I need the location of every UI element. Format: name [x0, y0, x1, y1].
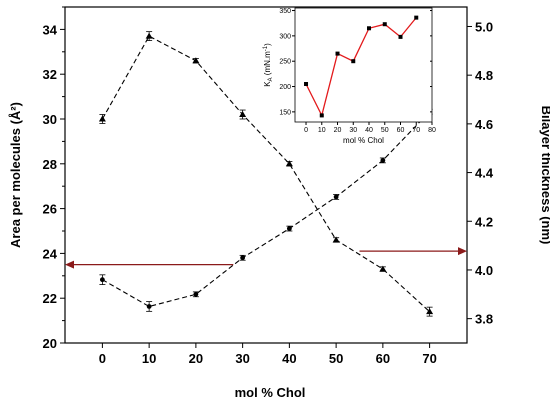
- marker-circle: [286, 226, 292, 231]
- inset-x-tick-label: 60: [397, 127, 405, 134]
- inset-marker-square: [382, 22, 387, 27]
- inset-y-tick-label: 350: [279, 8, 291, 15]
- marker-triangle: [379, 265, 387, 272]
- marker-circle: [333, 194, 339, 200]
- marker-circle: [193, 291, 199, 297]
- x-axis-title: mol % Chol: [235, 385, 306, 400]
- inset-x-tick-label: 10: [318, 127, 326, 134]
- y2-tick-label: 3.8: [475, 312, 493, 327]
- inset-y-tick-label: 250: [279, 59, 291, 66]
- marker-circle: [99, 277, 105, 283]
- inset-y-axis-title-part: K: [263, 81, 272, 87]
- main-plot: 0 10 20 30 40 50 60 70 20 22 24 26 28 30 32 34 3.8 4.0 4.2…: [8, 6, 550, 400]
- marker-triangle: [192, 57, 200, 64]
- y2-tick-label: 4.8: [475, 68, 493, 83]
- inset-x-tick-label: 40: [365, 127, 373, 134]
- inset-y-tick-label: 300: [279, 33, 291, 40]
- inset-marker-square: [367, 26, 372, 31]
- inset-y-tick-label: 200: [279, 84, 291, 91]
- y-tick-label: 26: [43, 202, 57, 217]
- marker-triangle: [98, 115, 106, 122]
- y2-tick-label: 4.2: [475, 214, 493, 229]
- inset-x-tick-label: 70: [412, 127, 420, 134]
- inset-marker-square: [304, 82, 309, 86]
- y-tick-label: 28: [43, 157, 57, 172]
- inset-x-tick-label: 20: [334, 127, 342, 134]
- y-tick-label: 30: [43, 112, 57, 127]
- y-tick-label: 32: [43, 67, 57, 82]
- series-line-thickness: [102, 111, 431, 308]
- inset-marker-square: [351, 59, 356, 64]
- y2-tick-label: 4.4: [475, 166, 494, 181]
- inset-x-tick-label: 50: [381, 127, 389, 134]
- x-tick-label: 40: [282, 351, 296, 366]
- inset-series-line: [305, 17, 417, 118]
- y2-tick-label: 4.6: [475, 117, 493, 132]
- inset-y-axis-title-part: A: [268, 77, 274, 81]
- x-tick-label: 50: [329, 351, 343, 366]
- inset-x-tick-label: 80: [428, 127, 436, 134]
- y-tick-label: 20: [43, 336, 57, 351]
- y2-axis-title: Bilayer thickness (nm): [539, 106, 550, 245]
- inset-y-axis-title: KA (mN.m-1): [263, 43, 274, 87]
- y2-tick-label: 4.0: [475, 263, 493, 278]
- marker-triangle: [145, 32, 153, 39]
- x-tick-label: 20: [189, 351, 203, 366]
- arrow-right-head: [458, 247, 467, 256]
- marker-circle: [380, 157, 386, 163]
- plot-frame: [64, 6, 468, 344]
- inset-plot: 0 10 20 30 40 50 60 70 80 150 200 250 300 350 mol % Ch…: [263, 7, 436, 145]
- inset-y-axis-title-part: ): [263, 43, 272, 46]
- inset-marker-square: [398, 34, 403, 39]
- inset-y-axis-title-part: (mN.m: [263, 51, 272, 78]
- marker-triangle: [332, 236, 340, 243]
- y-axis-title: Area per molecules (Å²): [8, 102, 23, 248]
- y-tick-label: 34: [43, 22, 58, 37]
- x-tick-label: 70: [422, 351, 436, 366]
- marker-triangle: [239, 111, 247, 118]
- inset-marker-square: [319, 113, 324, 118]
- inset-marker-square: [335, 51, 340, 56]
- inset-marker-square: [414, 15, 419, 20]
- inset-frame: [294, 7, 433, 123]
- arrow-left-head: [65, 260, 74, 269]
- inset-y-tick-label: 150: [279, 109, 291, 116]
- inset-x-axis-title: mol % Chol: [343, 136, 384, 145]
- y-tick-label: 24: [43, 246, 58, 261]
- y-tick-label: 22: [43, 291, 57, 306]
- y2-tick-label: 5.0: [475, 19, 493, 34]
- marker-triangle: [285, 160, 293, 167]
- x-tick-label: 30: [235, 351, 249, 366]
- x-tick-label: 0: [99, 351, 106, 366]
- inset-x-tick-label: 30: [349, 127, 357, 134]
- marker-circle: [146, 304, 152, 309]
- x-tick-label: 10: [142, 351, 156, 366]
- x-tick-label: 60: [376, 351, 390, 366]
- marker-triangle: [426, 308, 434, 315]
- inset-x-tick-label: 0: [304, 127, 308, 134]
- inset-y-axis-title-part: -1: [263, 45, 269, 51]
- marker-circle: [240, 255, 246, 261]
